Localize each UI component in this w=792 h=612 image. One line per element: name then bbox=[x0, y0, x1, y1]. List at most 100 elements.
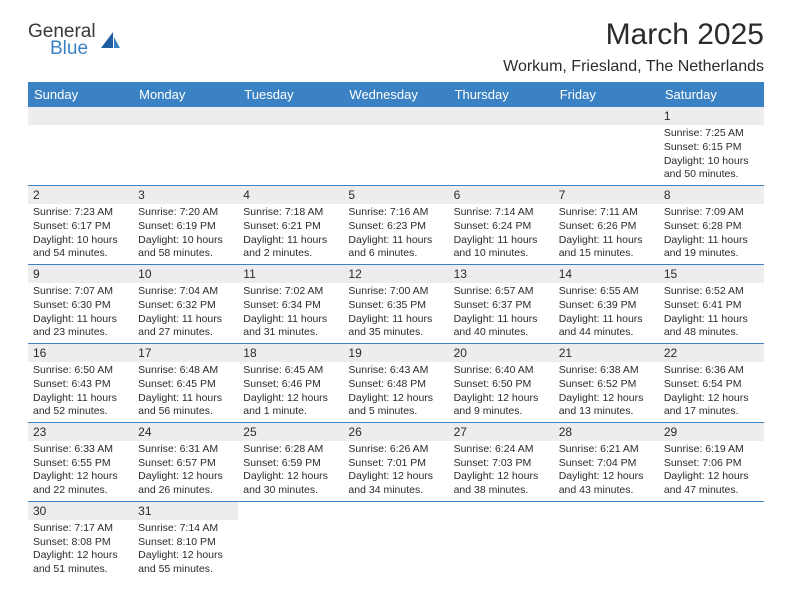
daylight-line: Daylight: 11 hours and 6 minutes. bbox=[348, 234, 443, 261]
sunrise-line: Sunrise: 6:36 AM bbox=[664, 364, 759, 378]
day-number: 7 bbox=[554, 186, 659, 204]
day-details: Sunrise: 6:50 AMSunset: 6:43 PMDaylight:… bbox=[28, 362, 133, 422]
sunset-line: Sunset: 6:46 PM bbox=[243, 378, 338, 392]
day-number: 1 bbox=[659, 107, 764, 125]
logo-text: General Blue bbox=[28, 22, 96, 58]
day-number: 11 bbox=[238, 265, 343, 283]
daylight-line: Daylight: 11 hours and 44 minutes. bbox=[559, 313, 654, 340]
day-cell bbox=[554, 107, 659, 185]
sunrise-line: Sunrise: 6:38 AM bbox=[559, 364, 654, 378]
day-cell bbox=[659, 501, 764, 579]
daylight-line: Daylight: 12 hours and 22 minutes. bbox=[33, 470, 128, 497]
day-cell: 31Sunrise: 7:14 AMSunset: 8:10 PMDayligh… bbox=[133, 501, 238, 579]
day-details: Sunrise: 6:21 AMSunset: 7:04 PMDaylight:… bbox=[554, 441, 659, 501]
month-title: March 2025 bbox=[503, 18, 764, 52]
sunrise-line: Sunrise: 7:14 AM bbox=[138, 522, 233, 536]
day-details: Sunrise: 6:19 AMSunset: 7:06 PMDaylight:… bbox=[659, 441, 764, 501]
sunset-line: Sunset: 6:17 PM bbox=[33, 220, 128, 234]
daylight-line: Daylight: 11 hours and 10 minutes. bbox=[454, 234, 549, 261]
daylight-line: Daylight: 11 hours and 19 minutes. bbox=[664, 234, 759, 261]
sunrise-line: Sunrise: 6:43 AM bbox=[348, 364, 443, 378]
daylight-line: Daylight: 12 hours and 26 minutes. bbox=[138, 470, 233, 497]
daylight-line: Daylight: 10 hours and 58 minutes. bbox=[138, 234, 233, 261]
daylight-line: Daylight: 11 hours and 40 minutes. bbox=[454, 313, 549, 340]
daylight-line: Daylight: 12 hours and 1 minute. bbox=[243, 392, 338, 419]
day-details: Sunrise: 6:26 AMSunset: 7:01 PMDaylight:… bbox=[343, 441, 448, 501]
day-cell: 8Sunrise: 7:09 AMSunset: 6:28 PMDaylight… bbox=[659, 185, 764, 264]
day-number: 16 bbox=[28, 344, 133, 362]
day-number: 10 bbox=[133, 265, 238, 283]
day-cell: 30Sunrise: 7:17 AMSunset: 8:08 PMDayligh… bbox=[28, 501, 133, 579]
sunset-line: Sunset: 6:41 PM bbox=[664, 299, 759, 313]
week-row: 9Sunrise: 7:07 AMSunset: 6:30 PMDaylight… bbox=[28, 264, 764, 343]
daylight-line: Daylight: 10 hours and 50 minutes. bbox=[664, 155, 759, 182]
daylight-line: Daylight: 11 hours and 56 minutes. bbox=[138, 392, 233, 419]
day-details: Sunrise: 6:38 AMSunset: 6:52 PMDaylight:… bbox=[554, 362, 659, 422]
daylight-line: Daylight: 12 hours and 5 minutes. bbox=[348, 392, 443, 419]
sunrise-line: Sunrise: 7:09 AM bbox=[664, 206, 759, 220]
sunset-line: Sunset: 6:34 PM bbox=[243, 299, 338, 313]
daylight-line: Daylight: 11 hours and 2 minutes. bbox=[243, 234, 338, 261]
col-wednesday: Wednesday bbox=[343, 82, 448, 107]
day-number: 15 bbox=[659, 265, 764, 283]
day-cell: 17Sunrise: 6:48 AMSunset: 6:45 PMDayligh… bbox=[133, 343, 238, 422]
day-number: 20 bbox=[449, 344, 554, 362]
sunrise-line: Sunrise: 7:18 AM bbox=[243, 206, 338, 220]
col-monday: Monday bbox=[133, 82, 238, 107]
day-cell: 3Sunrise: 7:20 AMSunset: 6:19 PMDaylight… bbox=[133, 185, 238, 264]
day-cell: 2Sunrise: 7:23 AMSunset: 6:17 PMDaylight… bbox=[28, 185, 133, 264]
day-number: 25 bbox=[238, 423, 343, 441]
header: General Blue March 2025 Workum, Frieslan… bbox=[28, 18, 764, 76]
weekday-header-row: Sunday Monday Tuesday Wednesday Thursday… bbox=[28, 82, 764, 107]
day-details: Sunrise: 6:24 AMSunset: 7:03 PMDaylight:… bbox=[449, 441, 554, 501]
week-row: 30Sunrise: 7:17 AMSunset: 8:08 PMDayligh… bbox=[28, 501, 764, 579]
sunset-line: Sunset: 6:54 PM bbox=[664, 378, 759, 392]
day-cell: 15 Sunrise: 6:52 AMSunset: 6:41 PMDayligh… bbox=[659, 264, 764, 343]
sunrise-line: Sunrise: 7:02 AM bbox=[243, 285, 338, 299]
day-number: 29 bbox=[659, 423, 764, 441]
day-details: Sunrise: 7:14 AMSunset: 6:24 PMDaylight:… bbox=[449, 204, 554, 264]
sunrise-line: Sunrise: 7:25 AM bbox=[664, 127, 759, 141]
day-cell bbox=[343, 501, 448, 579]
sunset-line: Sunset: 6:35 PM bbox=[348, 299, 443, 313]
day-number: 2 bbox=[28, 186, 133, 204]
daylight-line: Daylight: 12 hours and 13 minutes. bbox=[559, 392, 654, 419]
sunrise-line: Sunrise: 7:20 AM bbox=[138, 206, 233, 220]
day-number: 12 bbox=[343, 265, 448, 283]
day-number: 17 bbox=[133, 344, 238, 362]
sunset-line: Sunset: 6:37 PM bbox=[454, 299, 549, 313]
daylight-line: Daylight: 11 hours and 15 minutes. bbox=[559, 234, 654, 261]
sunset-line: Sunset: 6:59 PM bbox=[243, 457, 338, 471]
sunrise-line: Sunrise: 6:52 AM bbox=[664, 285, 759, 299]
sunset-line: Sunset: 6:43 PM bbox=[33, 378, 128, 392]
day-details: Sunrise: 6:31 AMSunset: 6:57 PMDaylight:… bbox=[133, 441, 238, 501]
sunset-line: Sunset: 6:39 PM bbox=[559, 299, 654, 313]
day-number: 4 bbox=[238, 186, 343, 204]
calendar-table: Sunday Monday Tuesday Wednesday Thursday… bbox=[28, 82, 764, 580]
daylight-line: Daylight: 11 hours and 48 minutes. bbox=[664, 313, 759, 340]
daylight-line: Daylight: 11 hours and 27 minutes. bbox=[138, 313, 233, 340]
daylight-line: Daylight: 11 hours and 35 minutes. bbox=[348, 313, 443, 340]
sunrise-line: Sunrise: 7:00 AM bbox=[348, 285, 443, 299]
week-row: 2Sunrise: 7:23 AMSunset: 6:17 PMDaylight… bbox=[28, 185, 764, 264]
day-cell: 22Sunrise: 6:36 AMSunset: 6:54 PMDayligh… bbox=[659, 343, 764, 422]
sunrise-line: Sunrise: 6:21 AM bbox=[559, 443, 654, 457]
week-row: 23Sunrise: 6:33 AMSunset: 6:55 PMDayligh… bbox=[28, 422, 764, 501]
day-cell: 16Sunrise: 6:50 AMSunset: 6:43 PMDayligh… bbox=[28, 343, 133, 422]
sunset-line: Sunset: 6:48 PM bbox=[348, 378, 443, 392]
sunset-line: Sunset: 8:10 PM bbox=[138, 536, 233, 550]
sunrise-line: Sunrise: 6:28 AM bbox=[243, 443, 338, 457]
day-cell: 26Sunrise: 6:26 AMSunset: 7:01 PMDayligh… bbox=[343, 422, 448, 501]
day-cell: 13Sunrise: 6:57 AMSunset: 6:37 PMDayligh… bbox=[449, 264, 554, 343]
day-number: 24 bbox=[133, 423, 238, 441]
day-cell bbox=[554, 501, 659, 579]
title-block: March 2025 Workum, Friesland, The Nether… bbox=[503, 18, 764, 76]
sunset-line: Sunset: 6:26 PM bbox=[559, 220, 654, 234]
day-cell: 5Sunrise: 7:16 AMSunset: 6:23 PMDaylight… bbox=[343, 185, 448, 264]
logo: General Blue bbox=[28, 22, 121, 58]
day-details: Sunrise: 7:23 AMSunset: 6:17 PMDaylight:… bbox=[28, 204, 133, 264]
sunset-line: Sunset: 6:15 PM bbox=[664, 141, 759, 155]
location: Workum, Friesland, The Netherlands bbox=[503, 58, 764, 76]
sunrise-line: Sunrise: 6:19 AM bbox=[664, 443, 759, 457]
sunset-line: Sunset: 6:45 PM bbox=[138, 378, 233, 392]
